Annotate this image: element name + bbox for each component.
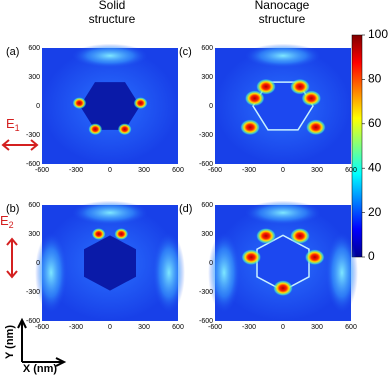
field-label: E1 bbox=[6, 116, 20, 133]
hot-spot bbox=[256, 78, 276, 95]
y-tick-label: 600 bbox=[201, 202, 213, 209]
panel bbox=[215, 43, 351, 164]
y-tick-label: 0 bbox=[36, 260, 40, 267]
x-tick-label: 0 bbox=[108, 324, 112, 331]
axes-icon bbox=[17, 317, 67, 367]
hot-spot bbox=[88, 123, 103, 136]
y-tick-label: 600 bbox=[201, 45, 213, 52]
x-tick-label: -300 bbox=[242, 167, 256, 174]
hot-spot bbox=[273, 280, 293, 297]
column-title: Solid bbox=[99, 0, 126, 12]
y-tick-label: 300 bbox=[201, 74, 213, 81]
x-tick-label: 0 bbox=[108, 167, 112, 174]
y-axis-label: Y (nm) bbox=[4, 325, 16, 359]
panel bbox=[35, 200, 185, 321]
x-tick-label: 0 bbox=[281, 324, 285, 331]
y-tick-label: -600 bbox=[26, 318, 40, 325]
column-title: structure bbox=[89, 12, 136, 26]
x-tick-label: 300 bbox=[311, 324, 323, 331]
y-tick-label: 300 bbox=[28, 231, 40, 238]
y-tick-label: 300 bbox=[28, 74, 40, 81]
x-tick-label: 300 bbox=[311, 167, 323, 174]
colorbar-label: 100 bbox=[368, 27, 388, 41]
nanostructure bbox=[84, 235, 136, 291]
colorbar-label: 0 bbox=[368, 249, 375, 263]
x-tick-label: 600 bbox=[345, 324, 357, 331]
y-tick-label: -300 bbox=[199, 132, 213, 139]
nanostructure bbox=[80, 82, 140, 130]
hot-spot bbox=[240, 119, 261, 136]
hot-spot bbox=[301, 90, 322, 107]
x-axis-label: X (nm) bbox=[23, 363, 58, 375]
e2-arrow bbox=[6, 237, 18, 279]
y-tick-label: 0 bbox=[209, 103, 213, 110]
field-base: E bbox=[0, 213, 9, 228]
x-tick-label: -600 bbox=[208, 324, 222, 331]
hot-spot bbox=[114, 228, 129, 240]
colorbar-label: 60 bbox=[368, 116, 382, 130]
x-tick-label: 600 bbox=[172, 324, 184, 331]
y-tick-label: -600 bbox=[26, 161, 40, 168]
field-sub: 2 bbox=[9, 220, 14, 230]
y-tick-label: -300 bbox=[26, 132, 40, 139]
panel bbox=[208, 200, 358, 321]
glow bbox=[208, 232, 241, 313]
panel bbox=[42, 43, 178, 164]
colorbar bbox=[351, 34, 363, 258]
x-tick-label: 600 bbox=[345, 167, 357, 174]
glow bbox=[72, 43, 148, 68]
panel-label: (a) bbox=[6, 46, 19, 58]
y-tick-label: 0 bbox=[209, 260, 213, 267]
panel-label: (c) bbox=[179, 46, 192, 58]
colorbar-label: 80 bbox=[368, 72, 382, 86]
column-title: Nanocage bbox=[255, 0, 310, 12]
glow bbox=[152, 232, 185, 313]
x-tick-label: 600 bbox=[172, 167, 184, 174]
hot-spot bbox=[305, 119, 326, 136]
glow bbox=[72, 200, 148, 225]
hot-spot bbox=[304, 249, 325, 266]
x-tick-label: -600 bbox=[35, 167, 49, 174]
x-tick-label: -600 bbox=[35, 324, 49, 331]
y-tick-label: -300 bbox=[199, 289, 213, 296]
hot-spot bbox=[241, 249, 262, 266]
panel-label: (d) bbox=[179, 203, 192, 215]
field-base: E bbox=[6, 116, 15, 131]
y-tick-label: -600 bbox=[199, 318, 213, 325]
y-tick-label: -600 bbox=[199, 161, 213, 168]
hot-spot bbox=[244, 90, 265, 107]
x-tick-label: -300 bbox=[69, 167, 83, 174]
colorbar-label: 40 bbox=[368, 160, 382, 174]
x-tick-label: 300 bbox=[138, 324, 150, 331]
y-tick-label: 0 bbox=[36, 103, 40, 110]
y-tick-label: 300 bbox=[201, 231, 213, 238]
glow bbox=[35, 232, 68, 313]
e1-arrow bbox=[1, 139, 39, 151]
x-tick-label: 300 bbox=[138, 167, 150, 174]
panel-label: (b) bbox=[6, 203, 19, 215]
glow bbox=[245, 200, 321, 225]
hot-spot bbox=[117, 123, 132, 136]
y-tick-label: 600 bbox=[28, 202, 40, 209]
field-label: E2 bbox=[0, 213, 14, 230]
hot-spot bbox=[290, 78, 310, 95]
x-tick-label: -300 bbox=[69, 324, 83, 331]
field-sub: 1 bbox=[15, 123, 20, 133]
colorbar-label: 20 bbox=[368, 205, 382, 219]
x-tick-label: 0 bbox=[281, 167, 285, 174]
x-tick-label: -600 bbox=[208, 167, 222, 174]
hot-spot bbox=[256, 227, 276, 244]
hot-spot bbox=[72, 97, 87, 110]
glow bbox=[325, 232, 358, 313]
hot-spot bbox=[91, 228, 106, 240]
x-tick-label: -300 bbox=[242, 324, 256, 331]
hot-spot bbox=[133, 97, 148, 110]
column-title: structure bbox=[259, 12, 306, 26]
hot-spot bbox=[290, 227, 310, 244]
y-tick-label: 600 bbox=[28, 45, 40, 52]
y-tick-label: -300 bbox=[26, 289, 40, 296]
glow bbox=[245, 43, 321, 68]
